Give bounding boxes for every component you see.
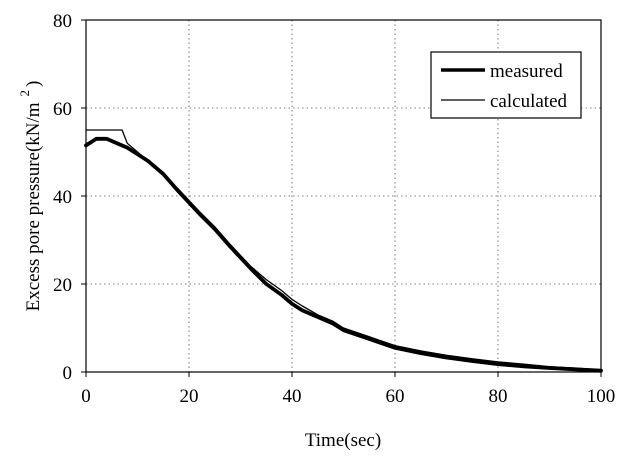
x-tick-label: 20 <box>180 386 199 407</box>
legend-box <box>430 51 582 119</box>
x-tick-label: 40 <box>283 386 302 407</box>
y-axis-label: Excess pore pressure(kN/m 2) <box>17 81 44 312</box>
x-axis-label: Time(sec) <box>305 430 381 451</box>
y-tick-label: 60 <box>53 99 72 120</box>
y-axis-ticks: 0 20 40 60 80 <box>53 11 86 384</box>
y-tick-label: 80 <box>53 11 72 32</box>
series-line-measured <box>84 136 603 373</box>
legend: measured calculated <box>430 51 582 119</box>
svg-text:Excess pore pressure(kN/m2): Excess pore pressure(kN/m 2) <box>17 81 44 312</box>
y-axis-label-close: ) <box>23 81 44 87</box>
legend-label-measured: measured <box>490 61 563 82</box>
y-axis-label-superscript: 2 <box>17 90 32 97</box>
y-tick-label: 40 <box>53 187 72 208</box>
x-axis-ticks: 0 20 40 60 80 100 <box>81 372 615 407</box>
x-tick-label: 100 <box>587 386 616 407</box>
legend-label-calculated: calculated <box>490 91 568 112</box>
series-layer <box>84 129 603 373</box>
y-tick-label: 0 <box>63 363 73 384</box>
y-axis-label-main: Excess pore pressure(kN/m <box>23 102 44 311</box>
x-tick-label: 60 <box>386 386 405 407</box>
x-tick-label: 0 <box>81 386 91 407</box>
x-tick-label: 80 <box>489 386 508 407</box>
series-line-calculated <box>85 129 602 371</box>
y-tick-label: 20 <box>53 275 72 296</box>
